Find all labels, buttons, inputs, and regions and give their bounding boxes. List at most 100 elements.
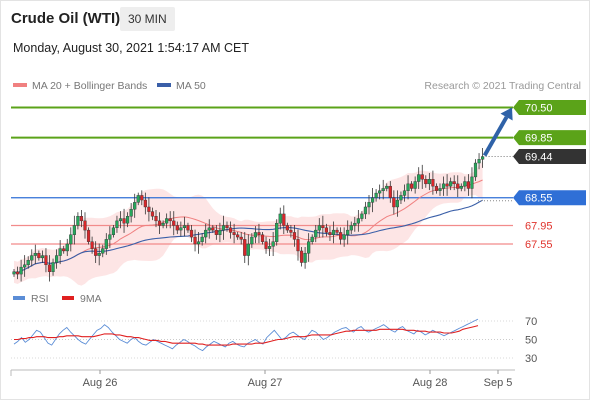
rsi-label: RSI [31,293,49,305]
candle-body [23,264,27,268]
candle-body [250,236,254,245]
timeframe-button[interactable]: 30 MIN [120,7,175,31]
candle-body [40,255,44,259]
candle-body [481,156,485,160]
candle-body [257,232,261,235]
candle-body [417,174,421,182]
candle-body [328,232,332,235]
rsi-tick-label: 50 [525,335,537,347]
candle-body [434,185,439,191]
candle-body [168,218,172,222]
candle-body [314,229,318,238]
legend-ma50: MA 50 [157,80,206,92]
ma20-swatch [13,83,27,88]
candle-body [470,176,474,189]
candle-body [62,248,66,252]
candle-body [331,229,336,235]
candle-body [94,248,98,256]
candle-body [463,181,467,187]
candle-body [147,206,151,212]
candle-body [452,181,456,185]
candle-body [466,181,470,189]
candle-body [83,220,87,231]
candle-body [253,232,257,238]
candle-body [271,241,275,247]
timestamp: Monday, August 30, 2021 1:54:17 AM CET [13,41,250,55]
candle-body [157,220,162,226]
candle-body [221,225,226,231]
candle-body [370,197,375,203]
candle-body [260,234,265,242]
x-tick-label: Aug 27 [248,377,283,389]
candle-body [236,234,240,238]
candle-body [69,234,73,245]
candle-body [90,241,94,249]
candle-body [381,188,385,191]
forecast-arrowhead [500,107,513,121]
candle-body [86,229,91,242]
candle-body [310,236,314,242]
candle-body [477,159,481,164]
candle-body [392,197,396,208]
candle-body [445,183,449,187]
candle-body [317,225,321,231]
candle-body [115,220,119,229]
candle-body [342,234,346,240]
candle-body [285,225,289,231]
legend-rsi: RSI [13,293,49,305]
candle-body [296,239,300,252]
candle-body [459,185,463,189]
candle-body [161,222,165,226]
candle-body [122,218,126,224]
candle-body [211,227,215,231]
candle-body [363,206,368,215]
candle-body [278,213,282,224]
candle-body [431,179,435,187]
candle-body [360,213,364,219]
bollinger-band [14,161,483,286]
candle-body [374,192,378,198]
rsi-ma-line [14,325,479,346]
candle-body [143,199,147,208]
rsi-tick-label: 70 [525,316,537,328]
candle-body [427,179,431,185]
candle-body [321,225,325,229]
candle-body [349,225,353,231]
candle-body [449,181,453,187]
level-label-69.44: 69.44 [525,152,553,164]
candle-body [182,225,186,229]
candle-body [402,190,407,196]
candle-body [111,227,115,235]
rsi-swatch [13,296,25,301]
candle-body [125,216,130,224]
candle-body [456,183,460,189]
legend-ma20: MA 20 + Bollinger Bands [13,80,147,92]
candle-body [193,236,197,245]
candle-body [307,241,311,254]
candle-body [299,250,304,263]
x-tick-label: Aug 28 [413,377,448,389]
candle-body [339,232,343,240]
candle-body [55,255,59,263]
candles [12,147,485,282]
candle-body [104,239,108,249]
candle-body [196,241,201,245]
candle-body [129,209,133,217]
candle-body [410,183,414,189]
candle-body [264,241,268,249]
candle-body [406,183,410,191]
candle-body [200,236,204,242]
candle-body [15,271,20,275]
candle-body [424,179,428,185]
candle-body [172,220,176,226]
candle-body [214,229,218,235]
candle-body [228,227,233,233]
instrument-title: Crude Oil (WTI) [11,10,121,27]
candle-body [243,239,247,256]
level-label-69.85: 69.85 [525,133,553,145]
candle-body [33,253,37,256]
candle-body [399,195,403,201]
candle-body [207,227,211,231]
candle-body [268,246,272,249]
